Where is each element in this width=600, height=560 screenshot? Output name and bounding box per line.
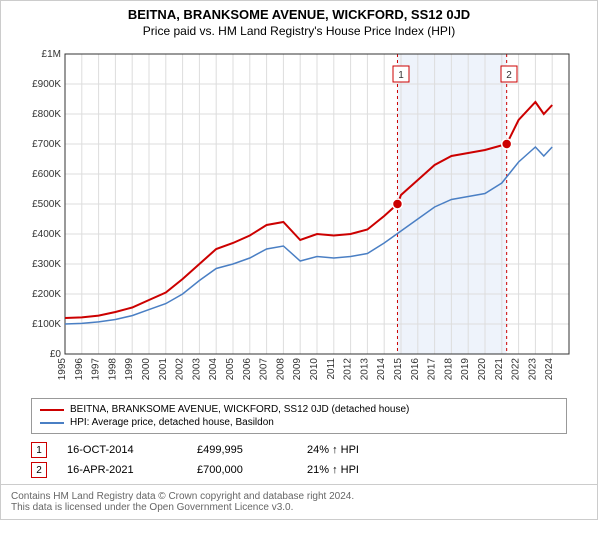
svg-text:2014: 2014: [376, 358, 387, 381]
svg-text:1998: 1998: [107, 358, 118, 381]
svg-text:£500K: £500K: [32, 199, 61, 210]
svg-text:1997: 1997: [91, 358, 102, 381]
svg-text:2007: 2007: [259, 358, 270, 381]
svg-text:2015: 2015: [393, 358, 404, 381]
sale-delta: 21% ↑ HPI: [307, 464, 359, 476]
legend-label: HPI: Average price, detached house, Basi…: [70, 417, 274, 428]
svg-text:2: 2: [506, 70, 512, 81]
svg-text:2013: 2013: [359, 358, 370, 381]
svg-text:£200K: £200K: [32, 289, 61, 300]
sale-price: £499,995: [197, 444, 287, 456]
svg-text:2002: 2002: [175, 358, 186, 381]
sale-date: 16-APR-2021: [67, 464, 177, 476]
svg-text:2003: 2003: [191, 358, 202, 381]
sales-list: 1 16-OCT-2014 £499,995 24% ↑ HPI 2 16-APR-202…: [31, 440, 567, 480]
line-chart-svg: £0£100K£200K£300K£400K£500K£600K£700K£80…: [19, 44, 579, 394]
legend-swatch: [40, 422, 64, 424]
sale-marker-box: 1: [31, 442, 47, 458]
attribution-footer: Contains HM Land Registry data © Crown c…: [1, 484, 597, 519]
svg-text:£300K: £300K: [32, 259, 61, 270]
legend-item: HPI: Average price, detached house, Basi…: [40, 416, 558, 429]
svg-text:£600K: £600K: [32, 169, 61, 180]
chart-title: BEITNA, BRANKSOME AVENUE, WICKFORD, SS12…: [1, 1, 597, 24]
chart-card: BEITNA, BRANKSOME AVENUE, WICKFORD, SS12…: [0, 0, 598, 520]
sale-delta: 24% ↑ HPI: [307, 444, 359, 456]
svg-text:2008: 2008: [275, 358, 286, 381]
legend-label: BEITNA, BRANKSOME AVENUE, WICKFORD, SS12…: [70, 404, 409, 415]
svg-text:2000: 2000: [141, 358, 152, 381]
svg-text:2016: 2016: [410, 358, 421, 381]
svg-text:2021: 2021: [494, 358, 505, 381]
svg-text:£900K: £900K: [32, 79, 61, 90]
svg-text:2006: 2006: [242, 358, 253, 381]
svg-text:£1M: £1M: [42, 49, 61, 60]
svg-text:2012: 2012: [343, 358, 354, 381]
svg-text:2010: 2010: [309, 358, 320, 381]
svg-text:2009: 2009: [292, 358, 303, 381]
chart-area: £0£100K£200K£300K£400K£500K£600K£700K£80…: [19, 44, 579, 394]
sale-marker-box: 2: [31, 462, 47, 478]
sale-row: 2 16-APR-2021 £700,000 21% ↑ HPI: [31, 460, 567, 480]
svg-text:2004: 2004: [208, 358, 219, 381]
svg-text:2019: 2019: [460, 358, 471, 381]
svg-text:2005: 2005: [225, 358, 236, 381]
legend-item: BEITNA, BRANKSOME AVENUE, WICKFORD, SS12…: [40, 403, 558, 416]
svg-text:2023: 2023: [527, 358, 538, 381]
legend: BEITNA, BRANKSOME AVENUE, WICKFORD, SS12…: [31, 398, 567, 434]
svg-text:2020: 2020: [477, 358, 488, 381]
sale-price: £700,000: [197, 464, 287, 476]
svg-text:1995: 1995: [57, 358, 68, 381]
legend-swatch: [40, 409, 64, 411]
svg-text:£700K: £700K: [32, 139, 61, 150]
footer-line-2: This data is licensed under the Open Gov…: [11, 502, 587, 513]
svg-text:1: 1: [398, 70, 404, 81]
svg-text:1999: 1999: [124, 358, 135, 381]
svg-text:2022: 2022: [511, 358, 522, 381]
footer-line-1: Contains HM Land Registry data © Crown c…: [11, 491, 587, 502]
svg-text:2024: 2024: [544, 358, 555, 381]
chart-subtitle: Price paid vs. HM Land Registry's House …: [1, 24, 597, 44]
svg-text:2017: 2017: [427, 358, 438, 381]
svg-text:2001: 2001: [158, 358, 169, 381]
sale-date: 16-OCT-2014: [67, 444, 177, 456]
svg-text:£800K: £800K: [32, 109, 61, 120]
svg-text:1996: 1996: [74, 358, 85, 381]
sale-row: 1 16-OCT-2014 £499,995 24% ↑ HPI: [31, 440, 567, 460]
svg-text:2018: 2018: [443, 358, 454, 381]
svg-text:£100K: £100K: [32, 319, 61, 330]
svg-text:£400K: £400K: [32, 229, 61, 240]
svg-text:2011: 2011: [326, 358, 337, 380]
